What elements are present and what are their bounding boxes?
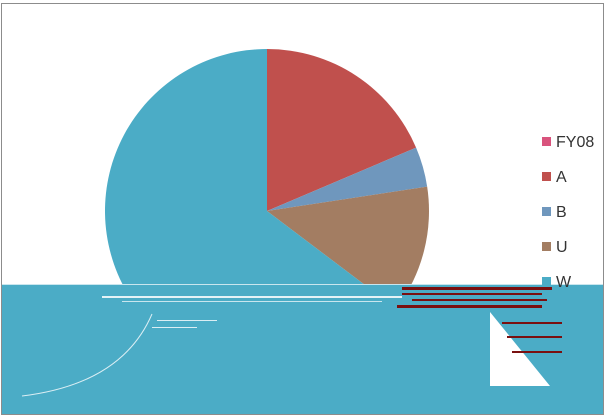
legend-item-u-label: U: [556, 239, 568, 256]
legend-item-b-swatch: [542, 207, 551, 216]
legend-item-a: A: [542, 169, 567, 186]
legend-title-swatch: [542, 137, 551, 146]
legend-item-u: U: [542, 239, 568, 256]
legend-title-label: FY08: [556, 134, 594, 151]
legend-item-b: B: [542, 204, 567, 221]
legend-item-a-label: A: [556, 169, 567, 186]
pie-chart: FY08 A B U W: [2, 49, 603, 414]
pie-slice-u: [267, 186, 430, 309]
chart-frame: FY08 A B U W: [1, 3, 604, 415]
legend-item-b-label: B: [556, 204, 567, 221]
legend: FY08 A B U W: [542, 134, 594, 291]
pie-slice-a: [267, 49, 417, 211]
legend-item-a-swatch: [542, 172, 551, 181]
legend-title: FY08: [542, 134, 594, 151]
legend-item-w: W: [542, 274, 572, 291]
pie-slice-b: [267, 147, 428, 211]
legend-item-w-swatch: [542, 277, 551, 286]
legend-item-u-swatch: [542, 242, 551, 251]
render-artifact-band: [2, 284, 603, 414]
legend-item-w-label: W: [556, 274, 572, 291]
